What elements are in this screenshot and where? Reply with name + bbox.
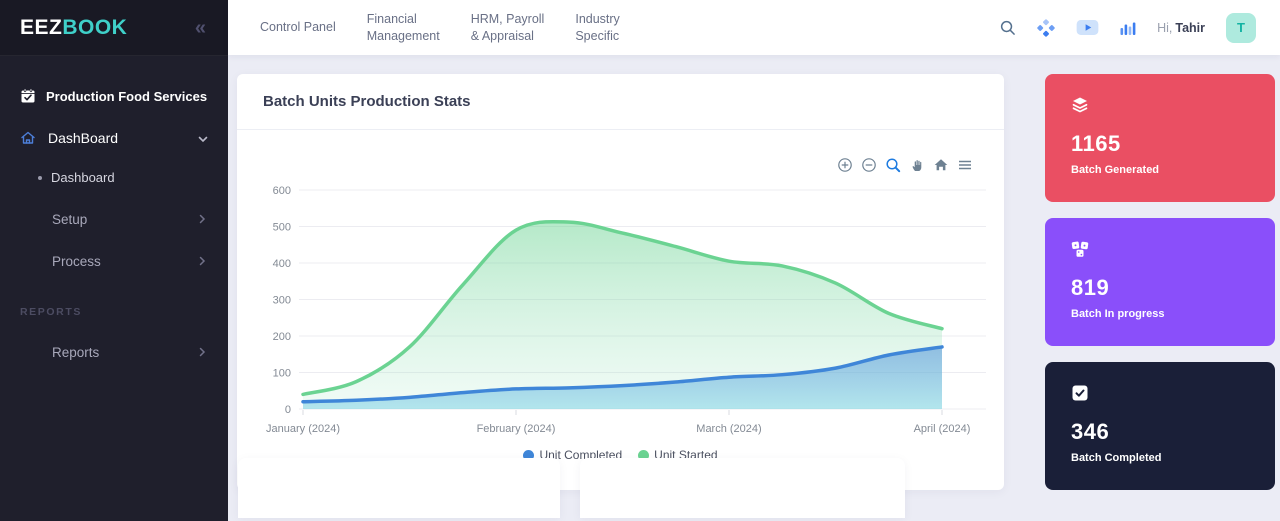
menu-item-label: Reports bbox=[52, 345, 99, 360]
topbar-actions: Hi,Tahir T bbox=[999, 13, 1256, 43]
menu-item-label: Setup bbox=[52, 212, 87, 227]
greeting-name: Tahir bbox=[1175, 21, 1205, 35]
y-tick-label: 200 bbox=[273, 331, 291, 343]
logo-primary-text: EEZ bbox=[20, 16, 62, 39]
sidebar-item-dashboard[interactable]: Dashboard bbox=[38, 170, 208, 185]
bar-chart-icon[interactable] bbox=[1120, 20, 1136, 36]
y-tick-label: 300 bbox=[273, 295, 291, 307]
apps-diamond-icon[interactable] bbox=[1037, 19, 1055, 37]
app-logo[interactable]: EEZBOOK bbox=[20, 16, 127, 40]
stat-card-batch-generated: 1165 Batch Generated bbox=[1045, 74, 1275, 202]
sidebar-item-reports[interactable]: Reports bbox=[52, 345, 206, 360]
top-nav: Control Panel Financial Management HRM, … bbox=[260, 11, 620, 45]
peek-card-left bbox=[238, 458, 560, 518]
sidebar-collapse-icon[interactable]: « bbox=[195, 18, 206, 38]
stat-value: 819 bbox=[1071, 275, 1249, 301]
app-root: EEZBOOK « Production Food Services bbox=[0, 0, 1280, 521]
stat-cards-column: 1165 Batch Generated bbox=[1045, 74, 1275, 521]
home-icon bbox=[20, 130, 36, 146]
video-tutorial-icon[interactable] bbox=[1076, 19, 1099, 36]
checkbox-check-icon bbox=[1071, 384, 1249, 402]
user-greeting: Hi,Tahir bbox=[1157, 21, 1205, 35]
y-tick-label: 0 bbox=[285, 404, 291, 416]
y-tick-label: 500 bbox=[273, 222, 291, 234]
zoom-out-icon[interactable] bbox=[861, 156, 878, 173]
card-header: Batch Units Production Stats bbox=[237, 74, 1004, 130]
topbar: Control Panel Financial Management HRM, … bbox=[228, 0, 1280, 55]
stat-card-batch-in-progress: 819 Batch In progress bbox=[1045, 218, 1275, 346]
sidebar-module-production-food-services[interactable]: Production Food Services bbox=[20, 88, 208, 104]
x-tick-label: March (2024) bbox=[696, 423, 761, 435]
chevron-down-icon bbox=[198, 130, 208, 146]
zoom-in-icon[interactable] bbox=[837, 156, 854, 173]
module-label: Production Food Services bbox=[46, 89, 207, 104]
chevron-right-icon bbox=[199, 254, 206, 269]
stat-label: Batch In progress bbox=[1071, 308, 1249, 320]
production-stats-chart[interactable]: 0 100 200 300 400 500 600 January (2024) Februar… bbox=[237, 160, 1004, 442]
stat-label: Batch Completed bbox=[1071, 452, 1249, 464]
menu-item-label: Dashboard bbox=[51, 170, 115, 185]
sidebar-section-reports: REPORTS bbox=[20, 306, 228, 318]
chevron-right-icon bbox=[199, 345, 206, 360]
sidebar-item-dashboard-parent[interactable]: DashBoard bbox=[20, 130, 208, 146]
greeting-prefix: Hi, bbox=[1157, 21, 1172, 35]
logo-accent-text: BOOK bbox=[62, 16, 127, 39]
nav-item-hrm-payroll-appraisal[interactable]: HRM, Payroll & Appraisal bbox=[471, 11, 545, 45]
search-icon[interactable] bbox=[999, 19, 1016, 36]
peek-card-right bbox=[580, 458, 905, 518]
main-area: Control Panel Financial Management HRM, … bbox=[228, 0, 1280, 521]
sidebar: EEZBOOK « Production Food Services bbox=[0, 0, 228, 521]
pan-hand-icon[interactable] bbox=[909, 156, 926, 173]
stat-label: Batch Generated bbox=[1071, 164, 1249, 176]
layers-icon bbox=[1071, 96, 1249, 114]
x-tick-label: February (2024) bbox=[477, 423, 556, 435]
reset-home-icon[interactable] bbox=[933, 156, 950, 173]
y-tick-label: 600 bbox=[273, 185, 291, 197]
x-tick-label: January (2024) bbox=[266, 423, 340, 435]
user-avatar[interactable]: T bbox=[1226, 13, 1256, 43]
stat-value: 346 bbox=[1071, 419, 1249, 445]
menu-item-label: DashBoard bbox=[48, 130, 118, 146]
selection-zoom-icon[interactable] bbox=[885, 156, 902, 173]
batch-units-production-stats-card: Batch Units Production Stats bbox=[237, 74, 1004, 490]
bottom-peek-cards bbox=[238, 458, 905, 518]
sidebar-item-setup[interactable]: Setup bbox=[52, 212, 206, 227]
calendar-check-icon bbox=[20, 88, 36, 104]
content-area: Batch Units Production Stats bbox=[228, 55, 1280, 521]
nav-item-industry-specific[interactable]: Industry Specific bbox=[575, 11, 619, 45]
sidebar-item-process[interactable]: Process bbox=[52, 254, 206, 269]
bullet-icon bbox=[38, 176, 42, 180]
menu-icon[interactable] bbox=[957, 156, 974, 173]
x-tick-label: April (2024) bbox=[914, 423, 971, 435]
y-tick-label: 400 bbox=[273, 258, 291, 270]
menu-item-label: Process bbox=[52, 254, 101, 269]
nav-item-control-panel[interactable]: Control Panel bbox=[260, 19, 336, 36]
card-title: Batch Units Production Stats bbox=[263, 93, 471, 110]
nav-item-financial-management[interactable]: Financial Management bbox=[367, 11, 440, 45]
chart-toolbar bbox=[837, 156, 974, 173]
sidebar-logo-row: EEZBOOK « bbox=[0, 0, 228, 56]
y-tick-label: 100 bbox=[273, 368, 291, 380]
chart-body: 0 100 200 300 400 500 600 January (2024) Februar… bbox=[237, 130, 1004, 462]
dice-icon bbox=[1071, 240, 1249, 258]
stat-value: 1165 bbox=[1071, 131, 1249, 157]
stat-card-batch-completed: 346 Batch Completed bbox=[1045, 362, 1275, 490]
chevron-right-icon bbox=[199, 212, 206, 227]
